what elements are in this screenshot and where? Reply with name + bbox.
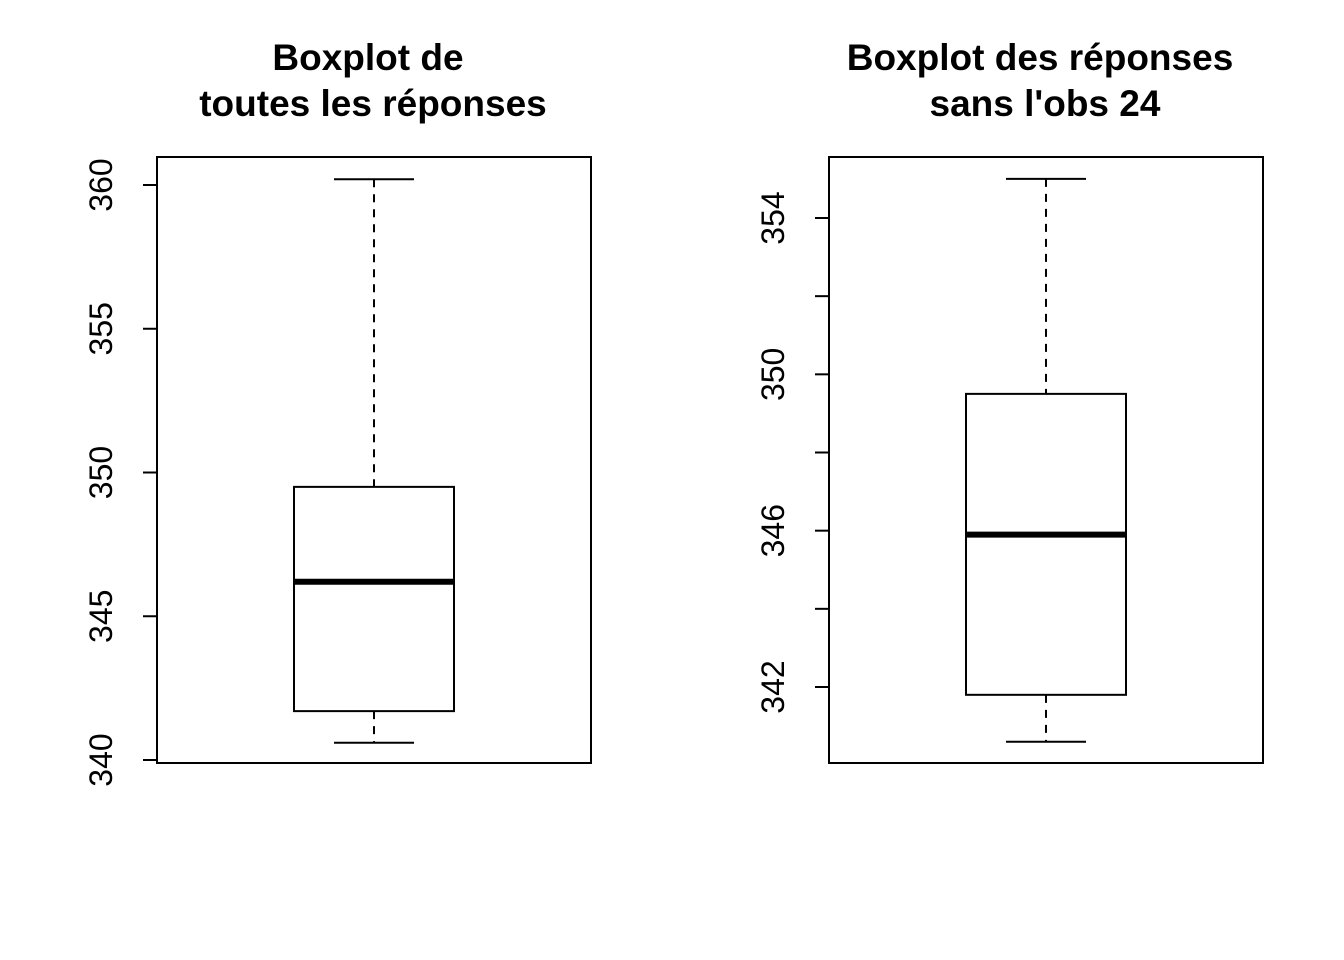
chart-title-line-1: Boxplot de <box>272 37 463 78</box>
y-tick-label: 346 <box>755 504 791 557</box>
chart-title-line-2: sans l'obs 24 <box>930 83 1161 124</box>
interquartile-box <box>293 485 455 713</box>
y-axis: 342 346 350 354 <box>755 191 830 714</box>
boxplot-panel-1: Boxplot de toutes les réponses 340 345 350… <box>83 37 592 787</box>
chart-title-line-2: toutes les réponses <box>199 83 547 124</box>
boxplot <box>965 177 1127 743</box>
y-tick-label: 340 <box>83 733 119 786</box>
y-tick-label: 350 <box>83 446 119 499</box>
y-tick-label: 355 <box>83 302 119 355</box>
y-axis: 340 345 350 355 360 <box>83 158 158 787</box>
y-tick-label: 354 <box>755 191 791 244</box>
y-tick-label: 342 <box>755 660 791 713</box>
interquartile-box <box>965 392 1127 696</box>
y-tick-label: 360 <box>83 158 119 211</box>
boxplot-panel-2: Boxplot des réponses sans l'obs 24 34234… <box>755 37 1264 764</box>
chart-title-line-1: Boxplot des réponses <box>847 37 1234 78</box>
boxplot <box>293 178 455 744</box>
y-tick-label: 350 <box>755 348 791 401</box>
y-tick-label: 345 <box>83 590 119 643</box>
